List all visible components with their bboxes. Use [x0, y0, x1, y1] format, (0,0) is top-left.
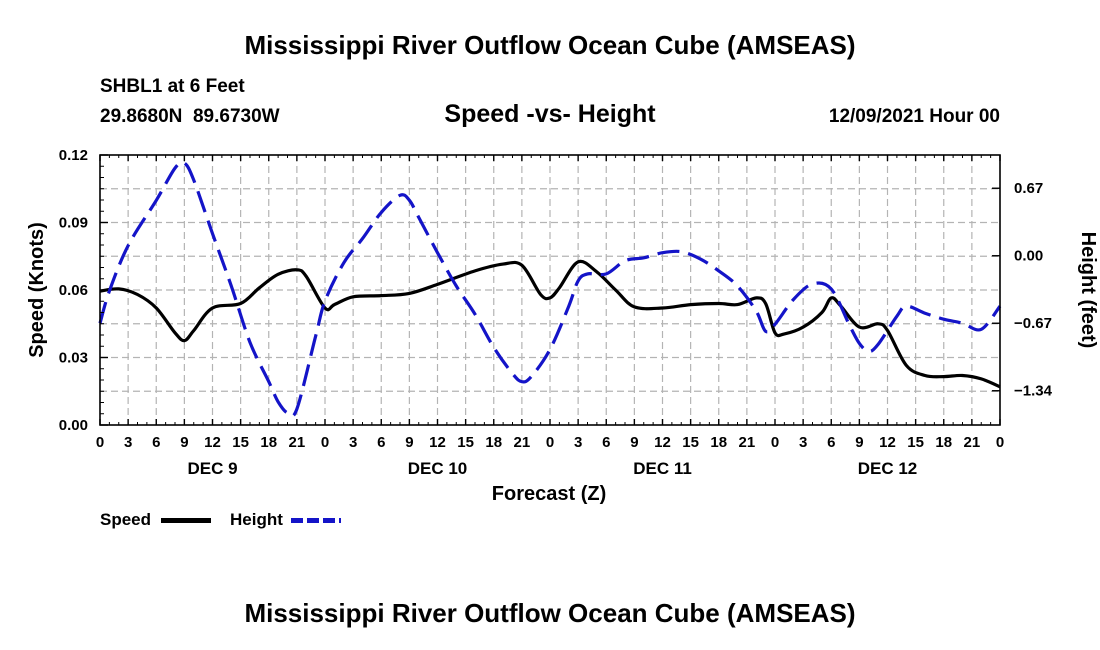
x-tick-label: 0	[321, 434, 329, 451]
chart-main-title-repeat: Mississippi River Outflow Ocean Cube (AM…	[244, 598, 856, 628]
x-tick-label: 18	[935, 434, 952, 451]
x-tick-label: 9	[855, 434, 863, 451]
x-tick-label: 18	[485, 434, 502, 451]
y-tick-label: 0.06	[59, 282, 88, 299]
legend-speed-swatch	[161, 518, 211, 523]
legend-height-swatch	[291, 518, 341, 523]
x-tick-label: 9	[405, 434, 413, 451]
x-tick-label: 21	[289, 434, 306, 451]
date-hour-label: 12/09/2021 Hour 00	[828, 106, 1000, 127]
x-tick-label: 9	[180, 434, 188, 451]
x-tick-label: 15	[907, 434, 924, 451]
speed-series-line	[99, 259, 1001, 389]
y-tick-label: 0.00	[59, 417, 88, 434]
x-tick-label: 3	[124, 434, 132, 451]
y-tick-label: 0.09	[59, 215, 88, 232]
x-tick-label: 6	[827, 434, 835, 451]
height-series-line	[98, 160, 1002, 418]
x-tick-label: 18	[260, 434, 277, 451]
coordinates-label: 29.8680N 89.6730W	[100, 106, 280, 127]
x-tick-label: 12	[204, 434, 221, 451]
grid-layer	[100, 155, 1000, 425]
y2-tick-label: −0.67	[1014, 315, 1052, 332]
day-label: DEC 9	[187, 459, 237, 478]
x-tick-label: 3	[349, 434, 357, 451]
y-axis-label: Speed (Knots)	[26, 222, 48, 358]
x-tick-label: 12	[429, 434, 446, 451]
y2-tick-label: 0.67	[1014, 180, 1043, 197]
x-tick-label: 12	[654, 434, 671, 451]
x-tick-label: 18	[710, 434, 727, 451]
y2-tick-label: −1.34	[1014, 383, 1053, 400]
series-layer	[98, 160, 1002, 418]
day-label: DEC 11	[633, 459, 692, 478]
chart-subtitle: Speed -vs- Height	[444, 100, 656, 128]
y2-axis-label: Height (feet)	[1077, 232, 1099, 349]
x-tick-label: 12	[879, 434, 896, 451]
y-tick-label: 0.12	[59, 147, 88, 164]
x-tick-label: 15	[457, 434, 474, 451]
x-tick-label: 21	[739, 434, 756, 451]
day-label: DEC 10	[408, 459, 468, 478]
day-label: DEC 12	[858, 459, 918, 478]
x-tick-label: 0	[771, 434, 779, 451]
x-tick-label: 3	[574, 434, 582, 451]
y2-tick-label: 0.00	[1014, 248, 1043, 265]
station-label: SHBL1 at 6 Feet	[100, 76, 245, 97]
legend-speed-label: Speed	[100, 510, 152, 529]
chart-main-title: Mississippi River Outflow Ocean Cube (AM…	[244, 30, 856, 60]
x-tick-label: 15	[682, 434, 699, 451]
x-tick-label: 3	[799, 434, 807, 451]
x-tick-label: 0	[996, 434, 1004, 451]
x-tick-label: 15	[232, 434, 249, 451]
x-tick-label: 0	[96, 434, 104, 451]
axis-layer: 0 3 6 9 12 15 18 21 0 3 6 9 12 15 18 21 0 3 6 9 12 15 18 21 0 3 6 9…	[59, 147, 1053, 478]
x-tick-label: 6	[602, 434, 610, 451]
x-tick-label: 9	[630, 434, 638, 451]
x-tick-label: 0	[546, 434, 554, 451]
x-tick-label: 6	[377, 434, 385, 451]
x-axis-label: Forecast (Z)	[492, 483, 606, 505]
x-tick-label: 6	[152, 434, 160, 451]
y-tick-label: 0.03	[59, 350, 88, 367]
x-tick-label: 21	[514, 434, 531, 451]
legend-height-label: Height	[230, 510, 283, 529]
x-tick-label: 21	[964, 434, 981, 451]
